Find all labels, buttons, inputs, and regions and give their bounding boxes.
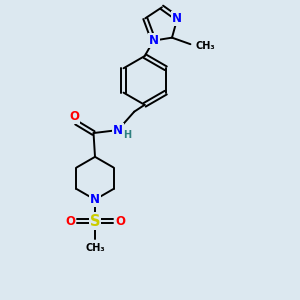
Text: S: S [90, 214, 100, 229]
Text: N: N [172, 12, 182, 25]
Text: CH₃: CH₃ [196, 41, 215, 51]
Text: O: O [115, 214, 125, 227]
Text: N: N [148, 34, 159, 47]
Text: H: H [123, 130, 131, 140]
Text: CH₃: CH₃ [85, 243, 105, 253]
Text: N: N [113, 124, 123, 136]
Text: O: O [69, 110, 79, 123]
Text: O: O [65, 214, 75, 227]
Text: N: N [90, 193, 100, 206]
